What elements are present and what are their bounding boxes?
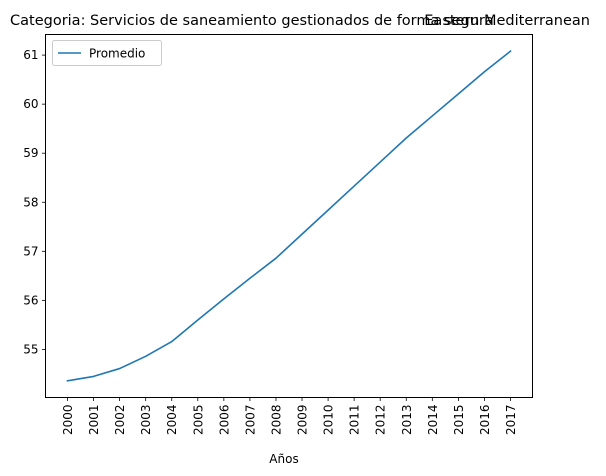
y-tick-label-56: 56: [23, 293, 38, 307]
x-tick-label-2007: 2007: [243, 405, 257, 436]
legend-box: [52, 40, 162, 66]
y-tick-label-57: 57: [23, 244, 38, 258]
x-tick-label-2012: 2012: [374, 405, 388, 436]
plot-frame: [45, 34, 533, 398]
x-tick-label-2017: 2017: [504, 405, 518, 436]
series-line-promedio: [66, 50, 512, 382]
y-tick-label-60: 60: [23, 97, 38, 111]
series-layer: [66, 50, 512, 382]
x-tick-label-2003: 2003: [139, 405, 153, 436]
x-tick-label-2013: 2013: [400, 405, 414, 436]
x-tick-label-2010: 2010: [322, 405, 336, 436]
legend: Promedio: [52, 40, 162, 66]
x-tick-label-2004: 2004: [165, 405, 179, 436]
x-tick-label-2016: 2016: [478, 405, 492, 436]
x-tick-label-2015: 2015: [452, 405, 466, 436]
x-tick-label-2009: 2009: [296, 405, 310, 436]
chart-title-left: Categoria: Servicios de saneamiento gest…: [10, 13, 494, 29]
x-tick-label-2014: 2014: [426, 405, 440, 436]
y-axis: 55 56 57 58 59 60 61: [23, 48, 46, 356]
x-tick-label-2001: 2001: [87, 405, 101, 436]
x-axis-label: Años: [269, 452, 298, 466]
y-tick-label-59: 59: [23, 146, 38, 160]
x-tick-label-2006: 2006: [217, 405, 231, 436]
y-tick-label-58: 58: [23, 195, 38, 209]
x-tick-label-2011: 2011: [348, 405, 362, 436]
legend-label-promedio: Promedio: [89, 47, 145, 61]
x-tick-label-2000: 2000: [61, 405, 75, 436]
x-tick-label-2002: 2002: [113, 405, 127, 436]
x-tick-label-2008: 2008: [269, 405, 283, 436]
chart-title-right: Eastern Mediterranean: [424, 13, 590, 29]
x-tick-label-2005: 2005: [191, 405, 205, 436]
y-tick-label-55: 55: [23, 342, 38, 356]
y-tick-label-61: 61: [23, 48, 38, 62]
x-axis: 2000 2001 2002 2003 2004 2005 2006 2007 2008 2009…: [61, 397, 518, 436]
